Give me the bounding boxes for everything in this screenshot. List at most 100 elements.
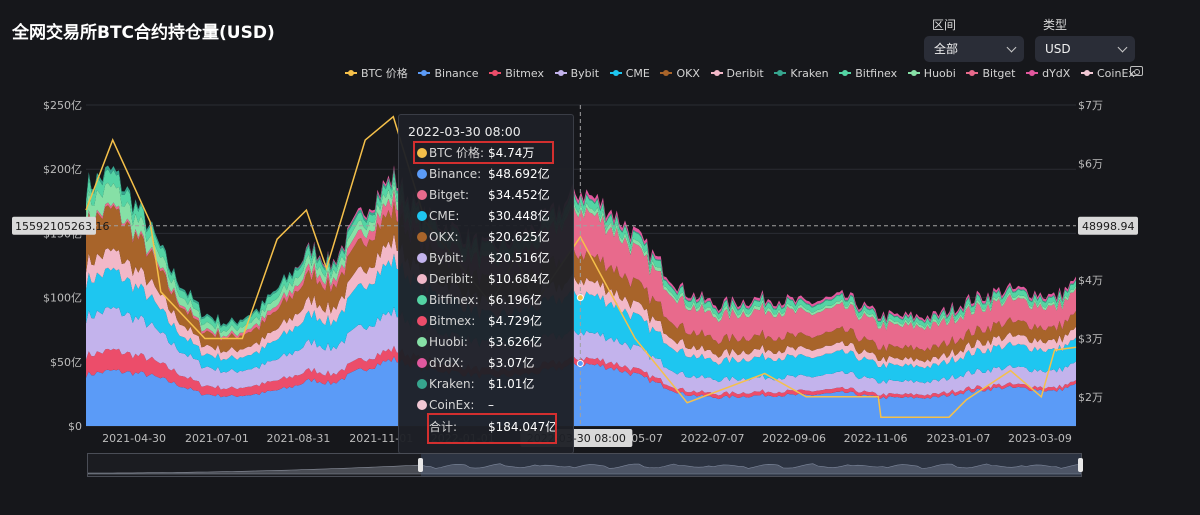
range-label: 区间 — [932, 18, 957, 32]
x-tick-label: 2021-07-01 — [185, 432, 249, 445]
tooltip-dot — [417, 274, 427, 284]
legend-item-binance[interactable]: Binance — [418, 66, 479, 80]
tooltip-row-value: $4.729亿 — [488, 314, 542, 328]
crosshair-right-label: 48998.94 — [1082, 220, 1135, 233]
chart-legend: BTC 价格 Binance Bitmex Bybit CME OKX Deribit Kra… — [345, 64, 1135, 82]
tooltip-row-value: $3.07亿 — [488, 356, 535, 370]
tooltip-row: Bitfinex: $6.196亿 — [399, 290, 575, 311]
tooltip-row-name: Deribit: — [429, 272, 474, 286]
x-tick-label: 2021-04-30 — [102, 432, 166, 445]
tooltip-dot — [417, 169, 427, 179]
legend-swatch — [839, 69, 852, 77]
scroller-area — [88, 463, 1081, 475]
tooltip-row-value: $20.625亿 — [488, 230, 550, 244]
x-tick-label: 2022-07-07 — [681, 432, 745, 445]
tooltip-dot — [417, 337, 427, 347]
area-bitget — [86, 189, 1076, 352]
scroller-left-handle[interactable] — [418, 458, 423, 472]
tooltip-row-value: $4.74万 — [488, 146, 535, 160]
tooltip-total-value: $184.047亿 — [488, 420, 558, 434]
tooltip-row: CoinEx: – — [399, 395, 575, 416]
legend-swatch — [418, 69, 431, 77]
scroller-selection[interactable] — [421, 454, 1081, 476]
legend-item-cme[interactable]: CME — [609, 66, 650, 80]
y-left-tick-label: $250亿 — [43, 99, 82, 112]
y-left-tick-label: $0 — [68, 420, 82, 433]
scroller-right-handle[interactable] — [1078, 458, 1083, 472]
scroller-preview — [88, 463, 1081, 475]
tooltip-dot — [417, 379, 427, 389]
legend-item-btc-价格[interactable]: BTC 价格 — [345, 65, 408, 81]
tooltip-dot — [417, 295, 427, 305]
legend-swatch — [1026, 69, 1039, 77]
legend-label: Deribit — [726, 66, 764, 80]
legend-label: dYdX — [1042, 66, 1071, 80]
total-highlight-box — [427, 413, 557, 444]
legend-label: CME — [625, 66, 650, 80]
tooltip-row-name: Bybit: — [429, 251, 465, 265]
legend-item-deribit[interactable]: Deribit — [710, 66, 764, 80]
tooltip-row: dYdX: $3.07亿 — [399, 353, 575, 374]
legend-item-okx[interactable]: OKX — [660, 66, 700, 80]
tooltip-row: BTC 价格: $4.74万 — [399, 143, 575, 164]
range-select[interactable]: 全部 — [924, 36, 1024, 62]
crosshair-marker — [576, 359, 584, 367]
tooltip-row: Bitmex: $4.729亿 — [399, 311, 575, 332]
price-highlight-box — [413, 141, 554, 164]
area-bybit — [86, 306, 1076, 396]
legend-item-coinex[interactable]: CoinEx — [1081, 67, 1135, 80]
camera-icon[interactable] — [1130, 66, 1143, 76]
type-select-value: USD — [1045, 42, 1071, 56]
legend-item-bitfinex[interactable]: Bitfinex — [839, 67, 897, 80]
legend-item-bitmex[interactable]: Bitmex — [489, 67, 544, 80]
tooltip-row: CME: $30.448亿 — [399, 206, 575, 227]
tooltip-row-name: BTC 价格: — [429, 146, 485, 160]
area-cme — [86, 253, 1076, 384]
tooltip-row: Binance: $48.692亿 — [399, 164, 575, 185]
tooltip-row-value: $20.516亿 — [488, 251, 550, 265]
legend-item-dydx[interactable]: dYdX — [1026, 67, 1070, 80]
x-tick-label: 2023-01-07 — [926, 432, 990, 445]
legend-swatch — [489, 69, 502, 77]
tooltip-row-value: $34.452亿 — [488, 188, 550, 202]
legend-item-bitget[interactable]: Bitget — [966, 67, 1015, 80]
legend-item-huobi[interactable]: Huobi — [907, 67, 956, 80]
tooltip-row-name: Binance: — [429, 167, 482, 181]
tooltip-row-name: CME: — [429, 209, 460, 223]
legend-swatch — [609, 69, 622, 77]
tooltip-row: Bybit: $20.516亿 — [399, 248, 575, 269]
x-tick-label: 2021-08-31 — [266, 432, 330, 445]
tooltip-dot — [417, 358, 427, 368]
x-tick-label: 2023-03-09 — [1008, 432, 1072, 445]
tooltip-dot — [417, 253, 427, 263]
crosshair-marker — [576, 294, 584, 302]
legend-label: Binance — [434, 66, 479, 80]
tooltip-dot — [417, 316, 427, 326]
tooltip-total-name: 合计: — [429, 420, 458, 434]
legend-label: Bitget — [982, 66, 1016, 80]
legend-label: BTC 价格 — [361, 67, 408, 80]
legend-swatch — [710, 69, 723, 77]
type-select[interactable]: USD — [1035, 36, 1135, 62]
y-right-tick-label: $7万 — [1078, 99, 1103, 112]
tooltip-dot — [417, 148, 427, 158]
tooltip-dot — [417, 400, 427, 410]
y-right-tick-label: $4万 — [1078, 274, 1103, 287]
range-select-value: 全部 — [934, 42, 959, 56]
legend-label: OKX — [676, 66, 700, 80]
tooltip-row-value: $6.196亿 — [488, 293, 542, 307]
area-bitfinex — [86, 169, 1076, 334]
range-scroller[interactable] — [87, 453, 1083, 477]
tooltip-row: Huobi: $3.626亿 — [399, 332, 575, 353]
chart-tooltip: 2022-03-30 08:00 BTC 价格: $4.74万 Binance: $4… — [398, 114, 574, 454]
tooltip-row-name: Kraken: — [429, 377, 475, 391]
legend-item-bybit[interactable]: Bybit — [554, 67, 599, 80]
legend-item-kraken[interactable]: Kraken — [774, 67, 829, 80]
tooltip-row-value: $30.448亿 — [488, 209, 550, 223]
tooltip-row-value: $48.692亿 — [488, 167, 550, 181]
tooltip-row-name: Bitmex: — [429, 314, 476, 328]
legend-label: Bitfinex — [855, 66, 898, 80]
x-tick-label: 2022-09-06 — [762, 432, 826, 445]
tooltip-row-value: – — [488, 398, 494, 412]
